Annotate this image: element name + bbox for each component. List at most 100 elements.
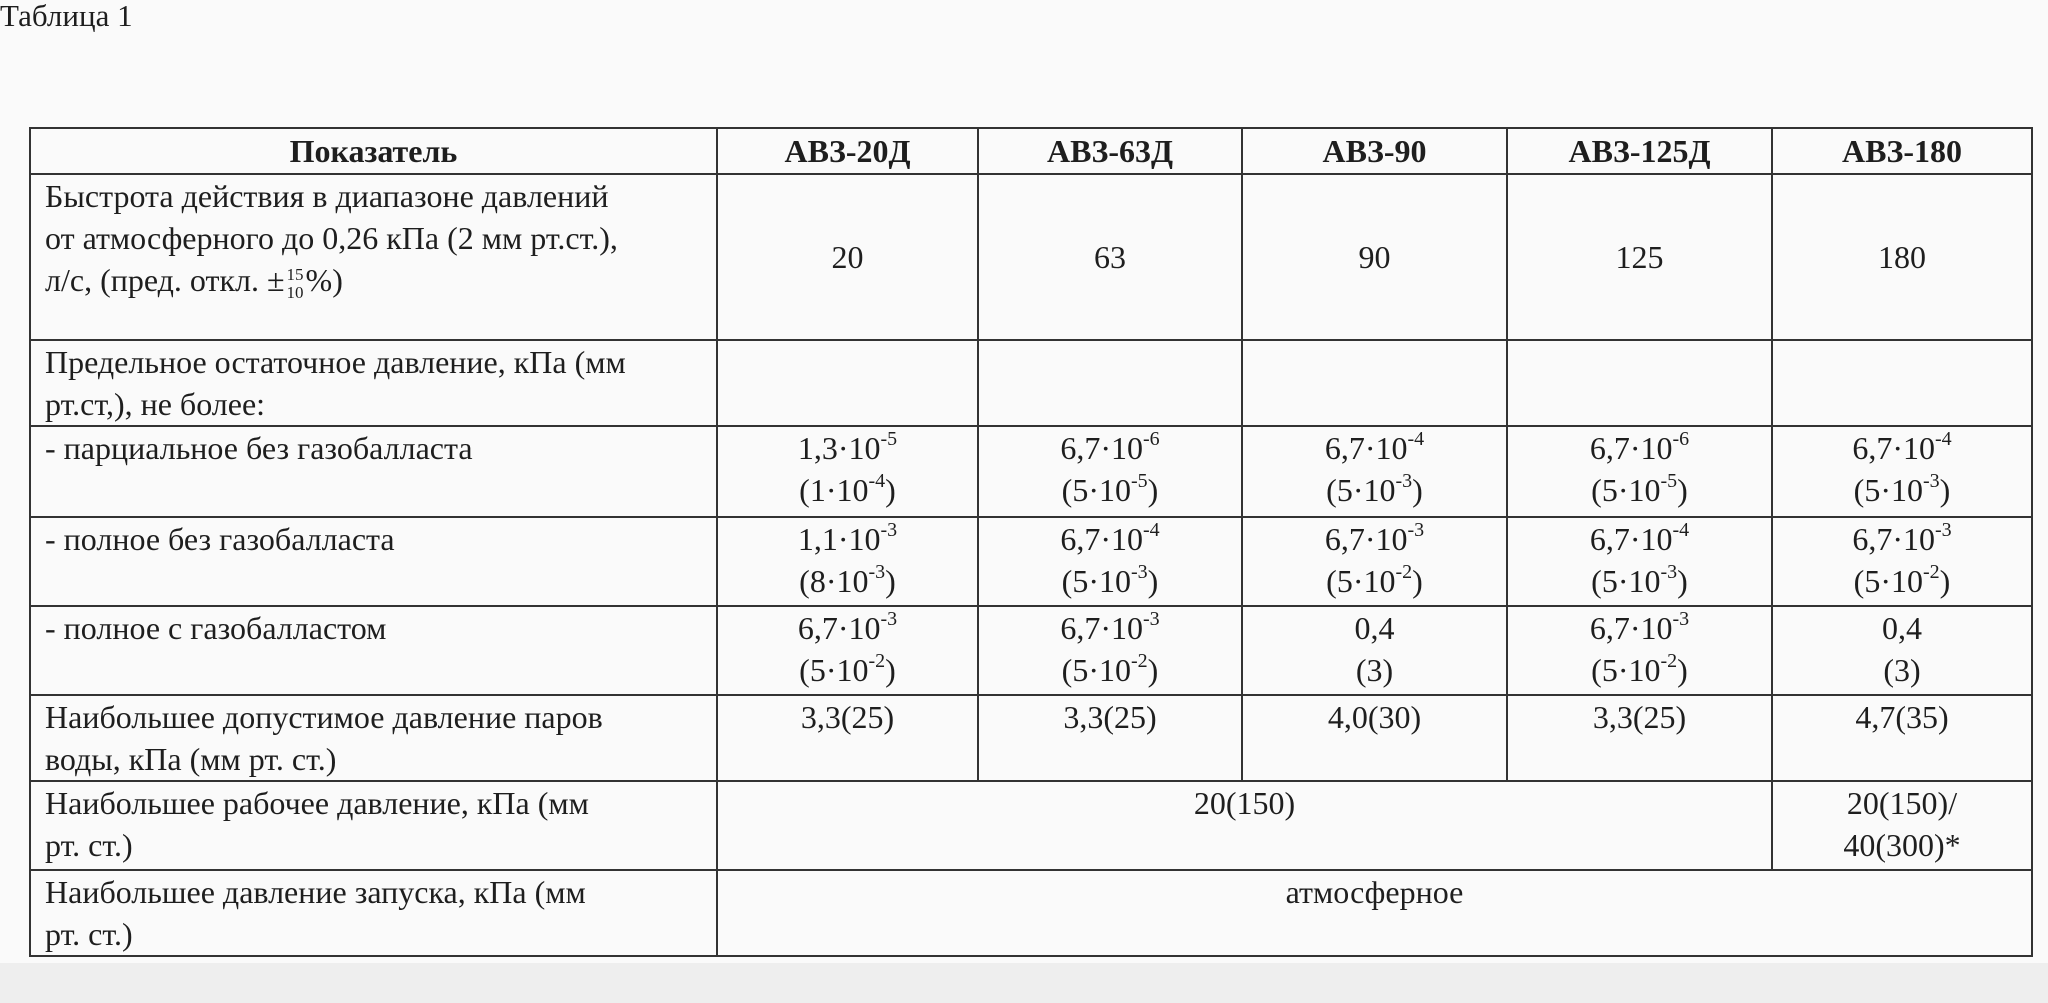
cell-line: (5·10-2) [1783, 560, 2021, 602]
value-cell: 20 [716, 173, 979, 341]
value-cell: 6,7·10-3 (5·10-2) [716, 605, 979, 696]
cell-text: 6,7·10 [1324, 521, 1408, 557]
cell-text: 4,7(35) [1855, 699, 1949, 735]
value-cell [977, 339, 1243, 427]
cell-text: (5·10 [1591, 563, 1661, 599]
cell-line: - полное с газобалластом [45, 607, 706, 649]
cell-line: 180 [1783, 236, 2021, 278]
cell-text-end: ) [1412, 563, 1423, 599]
value-cell: 20(150) [716, 780, 1773, 871]
cell-text: 6,7·10 [1589, 430, 1673, 466]
row-label: Быстрота действия в диапазоне давлений от… [29, 173, 718, 341]
cell-line: 6,7·10-4 [1253, 427, 1496, 469]
table-row: - парциальное без газобалласта 1,3·10-5 (1… [29, 425, 2033, 518]
cell-text: рт. ст.) [45, 916, 133, 952]
value-cell: 20(150)/ 40(300)* [1771, 780, 2033, 871]
cell-line: (5·10-3) [1253, 469, 1496, 511]
cell-line: 3,3(25) [1518, 696, 1761, 738]
cell-line: 0,4 [1783, 607, 2021, 649]
cell-line: (5·10-5) [1518, 469, 1761, 511]
row-label: Предельное остаточное давление, кПа (мм р… [29, 339, 718, 427]
cell-text: Наибольшее давление запуска, кПа (мм [45, 874, 586, 910]
cell-text: 1,1·10 [797, 521, 881, 557]
value-cell: 3,3(25) [716, 694, 979, 782]
cell-text: 40(300)* [1843, 827, 1961, 863]
cell-text: 6,7·10 [1060, 610, 1143, 646]
cell-text: 6,7·10 [1060, 430, 1143, 466]
table-row: Предельное остаточное давление, кПа (мм р… [29, 339, 2033, 427]
table-caption: Таблица 1 [0, 0, 133, 33]
cell-text: Наибольшее рабочее давление, кПа (мм [45, 785, 589, 821]
cell-line: 6,7·10-6 [989, 427, 1231, 469]
cell-text: (8·10 [799, 563, 869, 599]
cell-line: 1,3·10-5 [728, 427, 967, 469]
cell-text: 6,7·10 [1589, 610, 1673, 646]
cell-line: (5·10-2) [989, 649, 1231, 691]
exponent: -3 [1142, 608, 1160, 631]
header-avz-20d: АВЗ-20Д [716, 127, 979, 175]
value-cell: 6,7·10-6 (5·10-5) [977, 425, 1243, 518]
value-cell: 6,7·10-4 (5·10-3) [977, 516, 1243, 607]
cell-line: 63 [989, 236, 1231, 278]
cell-line: 6,7·10-3 [1783, 518, 2021, 560]
table-row: Наибольшее рабочее давление, кПа (мм рт. … [29, 780, 2033, 871]
cell-text-end: ) [885, 563, 896, 599]
row-label: Наибольшее допустимое давление паров воды… [29, 694, 718, 782]
cell-line: 20(150)/ [1783, 782, 2021, 824]
cell-line: (3) [1253, 649, 1496, 691]
cell-line: (5·10-3) [1783, 469, 2021, 511]
cell-line: (5·10-2) [1253, 560, 1496, 602]
value-cell: 4,7(35) [1771, 694, 2033, 782]
cell-text: (3) [1883, 652, 1921, 688]
cell-text: 6,7·10 [797, 610, 881, 646]
cell-text-end: %) [305, 262, 343, 298]
cell-text: (5·10 [799, 652, 869, 688]
exponent: -2 [868, 650, 886, 673]
cell-text: (5·10 [1326, 472, 1396, 508]
table-row: Наибольшее допустимое давление паров воды… [29, 694, 2033, 782]
exponent: -3 [1672, 608, 1690, 631]
cell-line: от атмосферного до 0,26 кПа (2 мм рт.ст.… [45, 217, 706, 259]
exponent: -4 [1142, 519, 1160, 542]
value-cell: 3,3(25) [977, 694, 1243, 782]
cell-line: 6,7·10-3 [989, 607, 1231, 649]
cell-text: - парциальное без газобалласта [45, 430, 473, 466]
row-label: - полное с газобалластом [29, 605, 718, 696]
cell-line: (5·10-2) [1518, 649, 1761, 691]
cell-text-end: ) [1677, 563, 1688, 599]
cell-text: (5·10 [1591, 472, 1661, 508]
table-row: Быстрота действия в диапазоне давлений от… [29, 173, 2033, 341]
cell-text: (3) [1355, 652, 1394, 688]
cell-line: 6,7·10-3 [728, 607, 967, 649]
cell-line: 6,7·10-4 [989, 518, 1231, 560]
cell-text-end: ) [1939, 563, 1951, 599]
value-cell: 6,7·10-6 (5·10-5) [1506, 425, 1773, 518]
value-cell: 6,7·10-4 (5·10-3) [1771, 425, 2033, 518]
exponent: -4 [868, 470, 886, 493]
value-cell [1241, 339, 1508, 427]
cell-line: 0,4 [1253, 607, 1496, 649]
cell-line: 40(300)* [1783, 824, 2021, 866]
row-label: - полное без газобалласта [29, 516, 718, 607]
cell-line: 4,0(30) [1253, 696, 1496, 738]
tolerance-upper: 15 [286, 264, 304, 284]
cell-line: 6,7·10-3 [1518, 607, 1761, 649]
table-row: - полное с газобалластом 6,7·10-3 (5·10-2)… [29, 605, 2033, 696]
cell-line: 4,7(35) [1783, 696, 2021, 738]
cell-line: (8·10-3) [728, 560, 967, 602]
cell-line: (1·10-4) [728, 469, 967, 511]
cell-line: рт. ст.) [45, 824, 706, 866]
cell-line: 20(150) [728, 782, 1761, 824]
value-cell: 1,1·10-3 (8·10-3) [716, 516, 979, 607]
cell-line: - полное без газобалласта [45, 518, 706, 560]
cell-line: (3) [1783, 649, 2021, 691]
cell-text: воды, кПа (мм рт. ст.) [45, 741, 337, 777]
value-cell: 6,7·10-3 (5·10-2) [1506, 605, 1773, 696]
cell-line: (5·10-3) [1518, 560, 1761, 602]
exponent: -2 [1395, 561, 1413, 584]
cell-text: 0,4 [1882, 610, 1922, 646]
value-cell: 125 [1506, 173, 1773, 341]
cell-line: рт. ст.) [45, 913, 706, 955]
cell-text: 20(150) [1193, 785, 1296, 821]
exponent: -5 [1660, 470, 1678, 493]
